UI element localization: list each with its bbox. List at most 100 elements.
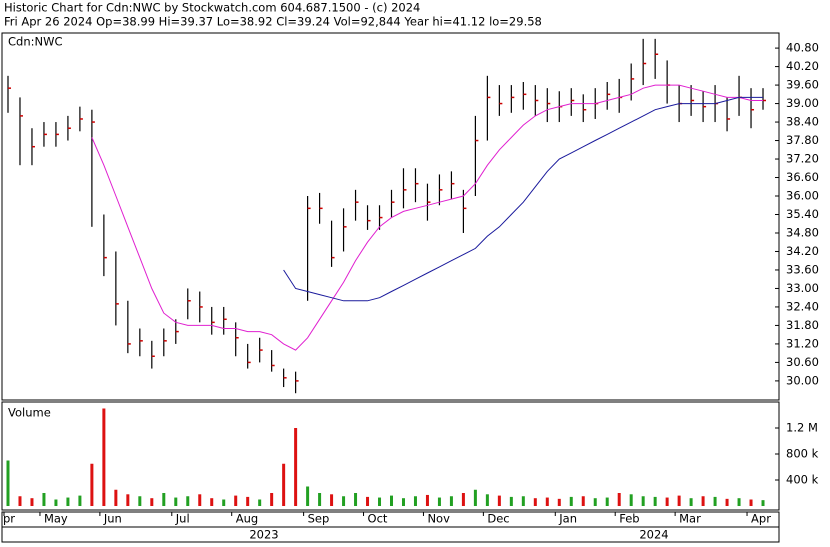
volume-bar	[701, 496, 705, 506]
year-label: 2024	[639, 528, 668, 542]
y-tick-label: 36.60	[786, 170, 819, 184]
y-tick-label: 30.00	[786, 373, 819, 387]
volume-bar	[593, 498, 597, 506]
x-tick-label: Feb	[619, 512, 639, 526]
volume-bar	[270, 493, 274, 506]
x-tick-label: pr	[3, 512, 15, 526]
volume-bar	[6, 460, 10, 506]
volume-bar	[78, 495, 82, 506]
volume-bar	[749, 499, 753, 506]
y-tick-label: 36.00	[786, 189, 819, 203]
volume-bar	[162, 493, 166, 506]
volume-bar	[461, 493, 465, 506]
volume-bar	[234, 495, 238, 506]
volume-bar	[342, 496, 346, 506]
y-tick-label: 400 k	[786, 473, 819, 487]
volume-bar	[533, 498, 537, 506]
volume-bar	[138, 496, 142, 506]
y-tick-label: 40.20	[786, 59, 819, 73]
volume-bar	[186, 496, 190, 506]
y-tick-label: 38.40	[786, 115, 819, 129]
volume-bar	[42, 493, 46, 506]
volume-bar	[521, 496, 525, 506]
volume-bar	[497, 495, 501, 506]
moving-average	[283, 96, 763, 302]
x-tick-label: Jul	[175, 512, 190, 526]
volume-bar	[581, 496, 585, 506]
volume-bar	[306, 486, 310, 506]
volume-bar	[210, 498, 214, 506]
volume-bar	[18, 496, 22, 506]
y-tick-label: 37.20	[786, 152, 819, 166]
volume-bar	[378, 497, 382, 506]
volume-bar	[677, 495, 681, 506]
volume-bar	[449, 496, 453, 506]
volume-bar	[354, 493, 358, 506]
volume-bar	[66, 497, 70, 506]
y-tick-label: 37.80	[786, 133, 819, 147]
volume-bar	[725, 498, 729, 506]
x-tick-label: Jun	[103, 512, 122, 526]
volume-bar	[246, 496, 250, 506]
volume-bar	[222, 499, 226, 506]
price-panel	[1, 32, 780, 401]
volume-bar	[198, 494, 202, 506]
y-tick-label: 39.60	[786, 78, 819, 92]
volume-bar	[617, 493, 621, 506]
y-tick-label: 800 k	[786, 447, 819, 461]
volume-bar	[102, 408, 106, 506]
year-label: 2023	[249, 528, 278, 542]
volume-bar	[390, 495, 393, 506]
volume-bar	[126, 494, 130, 506]
volume-bar	[174, 497, 178, 506]
volume-bar	[54, 499, 58, 506]
y-tick-label: 34.80	[786, 225, 819, 239]
volume-bar	[629, 494, 633, 506]
volume-bar	[689, 498, 693, 506]
volume-bar	[150, 498, 154, 506]
volume-bar	[509, 496, 513, 506]
volume-panel	[1, 401, 780, 511]
y-tick-label: 1.2 M	[786, 421, 818, 435]
y-tick-label: 35.40	[786, 207, 819, 221]
y-tick-label: 33.60	[786, 262, 819, 276]
volume-bar	[413, 496, 417, 506]
volume-bar	[569, 496, 573, 506]
y-tick-label: 33.00	[786, 281, 819, 295]
volume-bar	[114, 489, 118, 506]
volume-bar	[473, 489, 477, 506]
x-tick-label: Apr	[751, 512, 771, 526]
volume-bar	[294, 428, 298, 506]
volume-bar	[737, 498, 741, 506]
volume-bar	[330, 494, 334, 506]
x-tick-label: Aug	[236, 512, 258, 526]
volume-bar	[318, 493, 322, 506]
volume-bar	[653, 496, 657, 506]
y-tick-label: 39.00	[786, 96, 819, 110]
volume-bar	[641, 496, 645, 506]
volume-bar	[90, 463, 94, 506]
symbol-label: Cdn:NWC	[8, 35, 63, 49]
y-tick-label: 31.80	[786, 318, 819, 332]
volume-bar	[30, 498, 34, 506]
x-tick-label: Oct	[368, 512, 388, 526]
y-tick-label: 30.60	[786, 355, 819, 369]
volume-bar	[258, 499, 262, 506]
volume-bar	[401, 498, 405, 506]
y-tick-label: 32.40	[786, 299, 819, 313]
volume-bar	[545, 497, 549, 506]
volume-bar	[605, 497, 609, 506]
y-tick-label: 34.20	[786, 244, 819, 258]
volume-bar	[665, 497, 669, 506]
header-quote: Fri Apr 26 2024 Op=38.99 Hi=39.37 Lo=38.…	[4, 15, 542, 29]
moving-average	[91, 84, 763, 351]
x-tick-label: Nov	[427, 512, 450, 526]
x-tick-label: Sep	[308, 512, 330, 526]
x-tick-label: Jan	[558, 512, 577, 526]
volume-bar	[557, 498, 561, 506]
volume-bar	[437, 497, 441, 506]
volume-bar	[282, 463, 286, 506]
x-tick-label: Dec	[487, 512, 509, 526]
volume-bar	[366, 496, 370, 506]
